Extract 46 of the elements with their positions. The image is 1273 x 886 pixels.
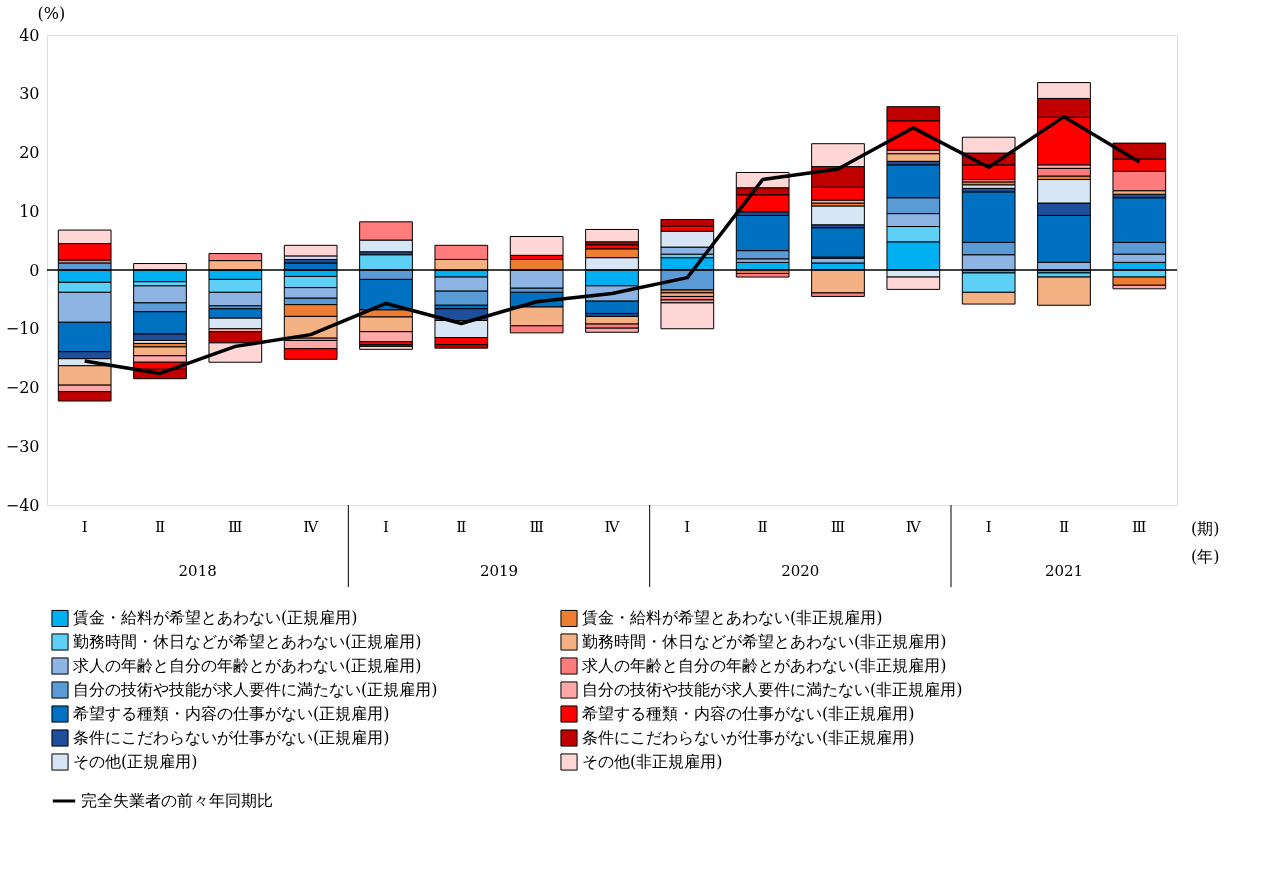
legend-label: 希望する種類・内容の仕事がない(非正規雇用) xyxy=(582,704,915,723)
legend-label: 希望する種類・内容の仕事がない(正規雇用) xyxy=(73,704,390,723)
x-tick-label: Ⅲ xyxy=(1132,517,1147,536)
legend-label: 完全失業者の前々年同期比 xyxy=(81,791,273,810)
y-tick-label: −10 xyxy=(5,319,40,339)
legend-label: その他(正規雇用) xyxy=(73,752,198,771)
x-tick-label: Ⅰ xyxy=(684,517,691,536)
x-tick-label: Ⅱ xyxy=(1058,517,1070,536)
x-tick-label: Ⅲ xyxy=(529,517,544,536)
x-axis-title: (期) xyxy=(1191,519,1220,538)
legend-label: 賃金・給料が希望とあわない(非正規雇用) xyxy=(582,608,883,628)
y-tick-label: −20 xyxy=(5,378,40,397)
legend-label: その他(非正規雇用) xyxy=(582,752,723,771)
legend-label: 賃金・給料が希望とあわない(正規雇用) xyxy=(73,608,358,628)
x-tick-label: Ⅰ xyxy=(383,517,390,536)
y-axis-title: (%) xyxy=(37,3,66,23)
text: (年) xyxy=(1191,547,1220,566)
text: 2019 xyxy=(479,562,519,580)
legend-label: 勤務時間・休日などが希望とあわない(正規雇用) xyxy=(73,632,422,651)
x-tick-label: Ⅳ xyxy=(303,517,320,536)
y-tick-label: 0 xyxy=(29,260,40,280)
legend-label: 自分の技術や技能が求人要件に満たない(非正規雇用) xyxy=(582,680,963,699)
y-tick-label: 10 xyxy=(19,201,40,221)
text: 2018 xyxy=(178,562,217,580)
legend-label: 勤務時間・休日などが希望とあわない(非正規雇用) xyxy=(582,632,947,651)
x-tick-label: Ⅱ xyxy=(154,517,166,536)
legend-label: 条件にこだわらないが仕事がない(非正規雇用) xyxy=(582,728,915,747)
x-tick-label: Ⅰ xyxy=(81,517,88,536)
legend-label: 自分の技術や技能が求人要件に満たない(正規雇用) xyxy=(73,680,438,699)
y-tick-label: 30 xyxy=(19,84,40,104)
x-tick-label: Ⅳ xyxy=(604,517,621,536)
y-tick-label: −40 xyxy=(5,495,40,515)
x-tick-label: Ⅲ xyxy=(228,517,243,536)
legend-label: 条件にこだわらないが仕事がない(正規雇用) xyxy=(73,728,390,747)
text: 2021 xyxy=(1044,562,1084,580)
legend-label: 求人の年齢と自分の年齢とがあわない(正規雇用) xyxy=(73,656,422,675)
y-tick-label: 20 xyxy=(19,143,40,162)
x-tick-label: Ⅲ xyxy=(830,517,846,536)
x-tick-label: Ⅱ xyxy=(456,517,467,536)
y-tick-label: −30 xyxy=(5,436,40,456)
legend-label: 求人の年齢と自分の年齢とがあわない(非正規雇用) xyxy=(582,656,947,675)
x-tick-label: Ⅱ xyxy=(757,517,768,536)
x-tick-label: Ⅰ xyxy=(985,517,992,536)
x-tick-label: Ⅳ xyxy=(905,517,922,536)
text: 2020 xyxy=(781,562,820,580)
y-tick-label: 40 xyxy=(19,25,40,45)
